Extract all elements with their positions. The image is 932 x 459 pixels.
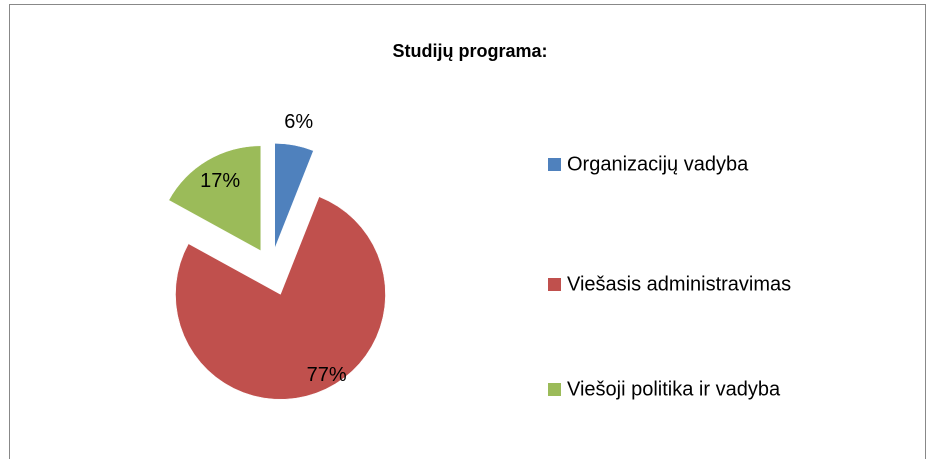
- slice-label: 77%: [307, 364, 347, 386]
- slice-label: 6%: [284, 111, 313, 133]
- legend-label: Viešoji politika ir vadyba: [567, 378, 781, 400]
- pie-slice: [168, 145, 262, 252]
- legend-label: Viešasis administravimas: [567, 273, 791, 295]
- chart-frame: [9, 4, 926, 459]
- legend-swatch: [548, 383, 561, 396]
- legend-swatch: [548, 158, 561, 171]
- legend-swatch: [548, 278, 561, 291]
- pie-slice: [175, 196, 386, 400]
- chart-title: Studijų programa:: [392, 41, 547, 61]
- legend-label: Organizacijų vadyba: [567, 153, 749, 175]
- pie-slice: [274, 143, 314, 249]
- slice-label: 17%: [200, 170, 240, 192]
